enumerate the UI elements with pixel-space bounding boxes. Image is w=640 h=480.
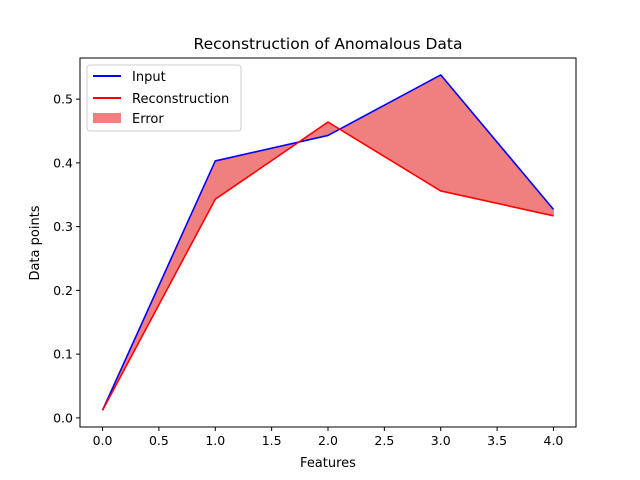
y-tick-label: 0.5 [53,92,73,107]
legend-input-label: Input [132,70,166,85]
x-tick-label: 3.5 [487,433,507,448]
y-tick-label: 0.4 [53,155,73,170]
y-tick-label: 0.3 [53,219,73,234]
x-tick-label: 3.0 [431,433,451,448]
series-line-input [101,74,555,411]
x-tick-label: 0.5 [149,433,169,448]
x-tick-label: 1.0 [205,433,225,448]
y-tick-label: 0.1 [53,347,73,362]
plot-area [101,74,555,411]
x-tick-label: 2.5 [374,433,394,448]
x-tick-label: 1.5 [262,433,282,448]
axes-ticks: 0.0 0.5 1.0 1.5 2.0 2.5 3.0 3.5 4.0 0.0 0.1 0.2 0.3 0… [53,92,563,448]
chart-title: Reconstruction of Anomalous Data [194,35,463,53]
legend-reconstruction-label: Reconstruction [132,92,229,107]
legend: Input Reconstruction Error [86,64,242,132]
legend-error-patch [93,113,121,123]
x-axis-label: Features [300,456,356,471]
y-tick-label: 0.0 [53,410,73,425]
legend-box [86,64,242,132]
legend-error-label: Error [132,112,164,127]
x-tick-label: 2.0 [318,433,338,448]
x-tick-label: 4.0 [544,433,564,448]
y-axis-label: Data points [28,205,43,280]
y-tick-label: 0.2 [53,283,73,298]
x-tick-label: 0.0 [93,433,113,448]
series-line-reconstruction [101,121,554,411]
